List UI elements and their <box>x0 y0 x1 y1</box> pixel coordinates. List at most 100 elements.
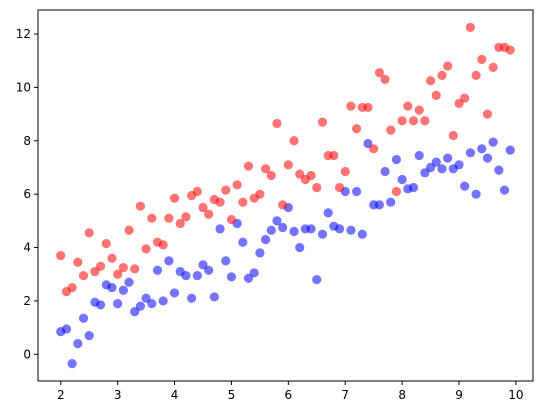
data-point <box>505 145 515 155</box>
data-point <box>471 189 481 199</box>
data-point <box>420 116 430 126</box>
data-point <box>260 164 271 174</box>
data-point <box>477 54 487 64</box>
y-tick-label: 8 <box>23 134 31 148</box>
y-tick-label: 4 <box>23 241 31 255</box>
data-point <box>352 186 362 197</box>
data-point <box>192 186 202 197</box>
data-point <box>369 144 379 154</box>
data-point <box>147 299 157 309</box>
data-point <box>204 209 214 219</box>
data-point <box>357 229 367 239</box>
data-point <box>460 181 470 191</box>
data-point <box>374 68 384 78</box>
data-point <box>414 105 424 115</box>
data-point <box>135 301 146 311</box>
data-point <box>272 216 282 226</box>
data-point <box>101 238 111 249</box>
data-point <box>61 324 72 334</box>
data-point <box>118 285 128 295</box>
data-point <box>448 130 458 141</box>
data-point <box>169 193 180 203</box>
data-point <box>437 164 447 174</box>
data-point <box>431 90 441 101</box>
x-tick-label: 8 <box>398 388 406 402</box>
data-point <box>107 253 117 263</box>
data-point <box>289 136 299 146</box>
data-point <box>147 213 157 223</box>
data-point <box>181 270 191 281</box>
data-point <box>255 189 265 199</box>
data-point <box>312 182 322 193</box>
data-point <box>306 224 316 234</box>
data-point <box>175 218 185 229</box>
axes-frame <box>37 9 534 382</box>
x-tick-label: 3 <box>114 388 122 402</box>
data-point <box>397 174 407 185</box>
data-point <box>397 116 407 126</box>
data-point <box>403 101 413 111</box>
data-point <box>169 288 180 298</box>
data-point <box>238 197 248 207</box>
data-point <box>255 248 265 258</box>
data-point <box>499 185 510 195</box>
y-tick-label: 0 <box>23 347 31 361</box>
points-layer <box>56 22 515 369</box>
data-point <box>209 292 219 302</box>
x-tick-label: 6 <box>285 388 293 402</box>
data-point <box>334 182 345 193</box>
data-point <box>67 359 77 369</box>
data-point <box>352 124 362 134</box>
data-point <box>266 170 276 181</box>
data-point <box>329 150 339 161</box>
data-point <box>482 109 493 119</box>
data-point <box>221 256 231 266</box>
data-point <box>124 225 134 235</box>
data-point <box>260 234 271 245</box>
data-point <box>78 313 89 323</box>
data-point <box>289 226 299 237</box>
data-point <box>334 224 345 234</box>
data-point <box>215 197 225 207</box>
data-point <box>272 118 282 129</box>
data-point <box>477 144 487 154</box>
data-point <box>107 282 117 293</box>
data-point <box>505 45 515 55</box>
data-point <box>158 240 168 250</box>
data-point <box>346 225 356 235</box>
data-point <box>266 225 276 235</box>
data-point <box>488 137 498 147</box>
data-point <box>454 160 464 170</box>
x-tick-label: 10 <box>508 388 523 402</box>
data-point <box>465 148 476 158</box>
data-point <box>130 264 140 274</box>
data-point <box>232 180 242 190</box>
series-2 <box>56 22 515 297</box>
data-point <box>238 237 248 247</box>
data-point <box>95 300 106 310</box>
data-point <box>113 299 123 309</box>
data-point <box>380 166 390 177</box>
data-point <box>67 282 77 293</box>
y-tick-label: 10 <box>16 80 31 94</box>
data-point <box>73 339 83 349</box>
data-point <box>374 200 384 210</box>
x-tick-label: 7 <box>341 388 349 402</box>
data-point <box>295 242 305 253</box>
data-point <box>243 161 254 171</box>
data-point <box>135 201 146 211</box>
data-point <box>363 102 373 113</box>
data-point <box>283 160 293 170</box>
data-point <box>425 76 436 86</box>
data-point <box>340 166 350 177</box>
data-point <box>443 61 453 71</box>
data-point <box>78 270 89 281</box>
data-point <box>84 228 94 238</box>
data-point <box>84 331 94 341</box>
data-point <box>249 268 259 278</box>
data-point <box>391 186 402 197</box>
data-point <box>482 153 493 163</box>
data-point <box>164 256 174 266</box>
data-point <box>158 296 168 306</box>
data-point <box>204 265 214 275</box>
